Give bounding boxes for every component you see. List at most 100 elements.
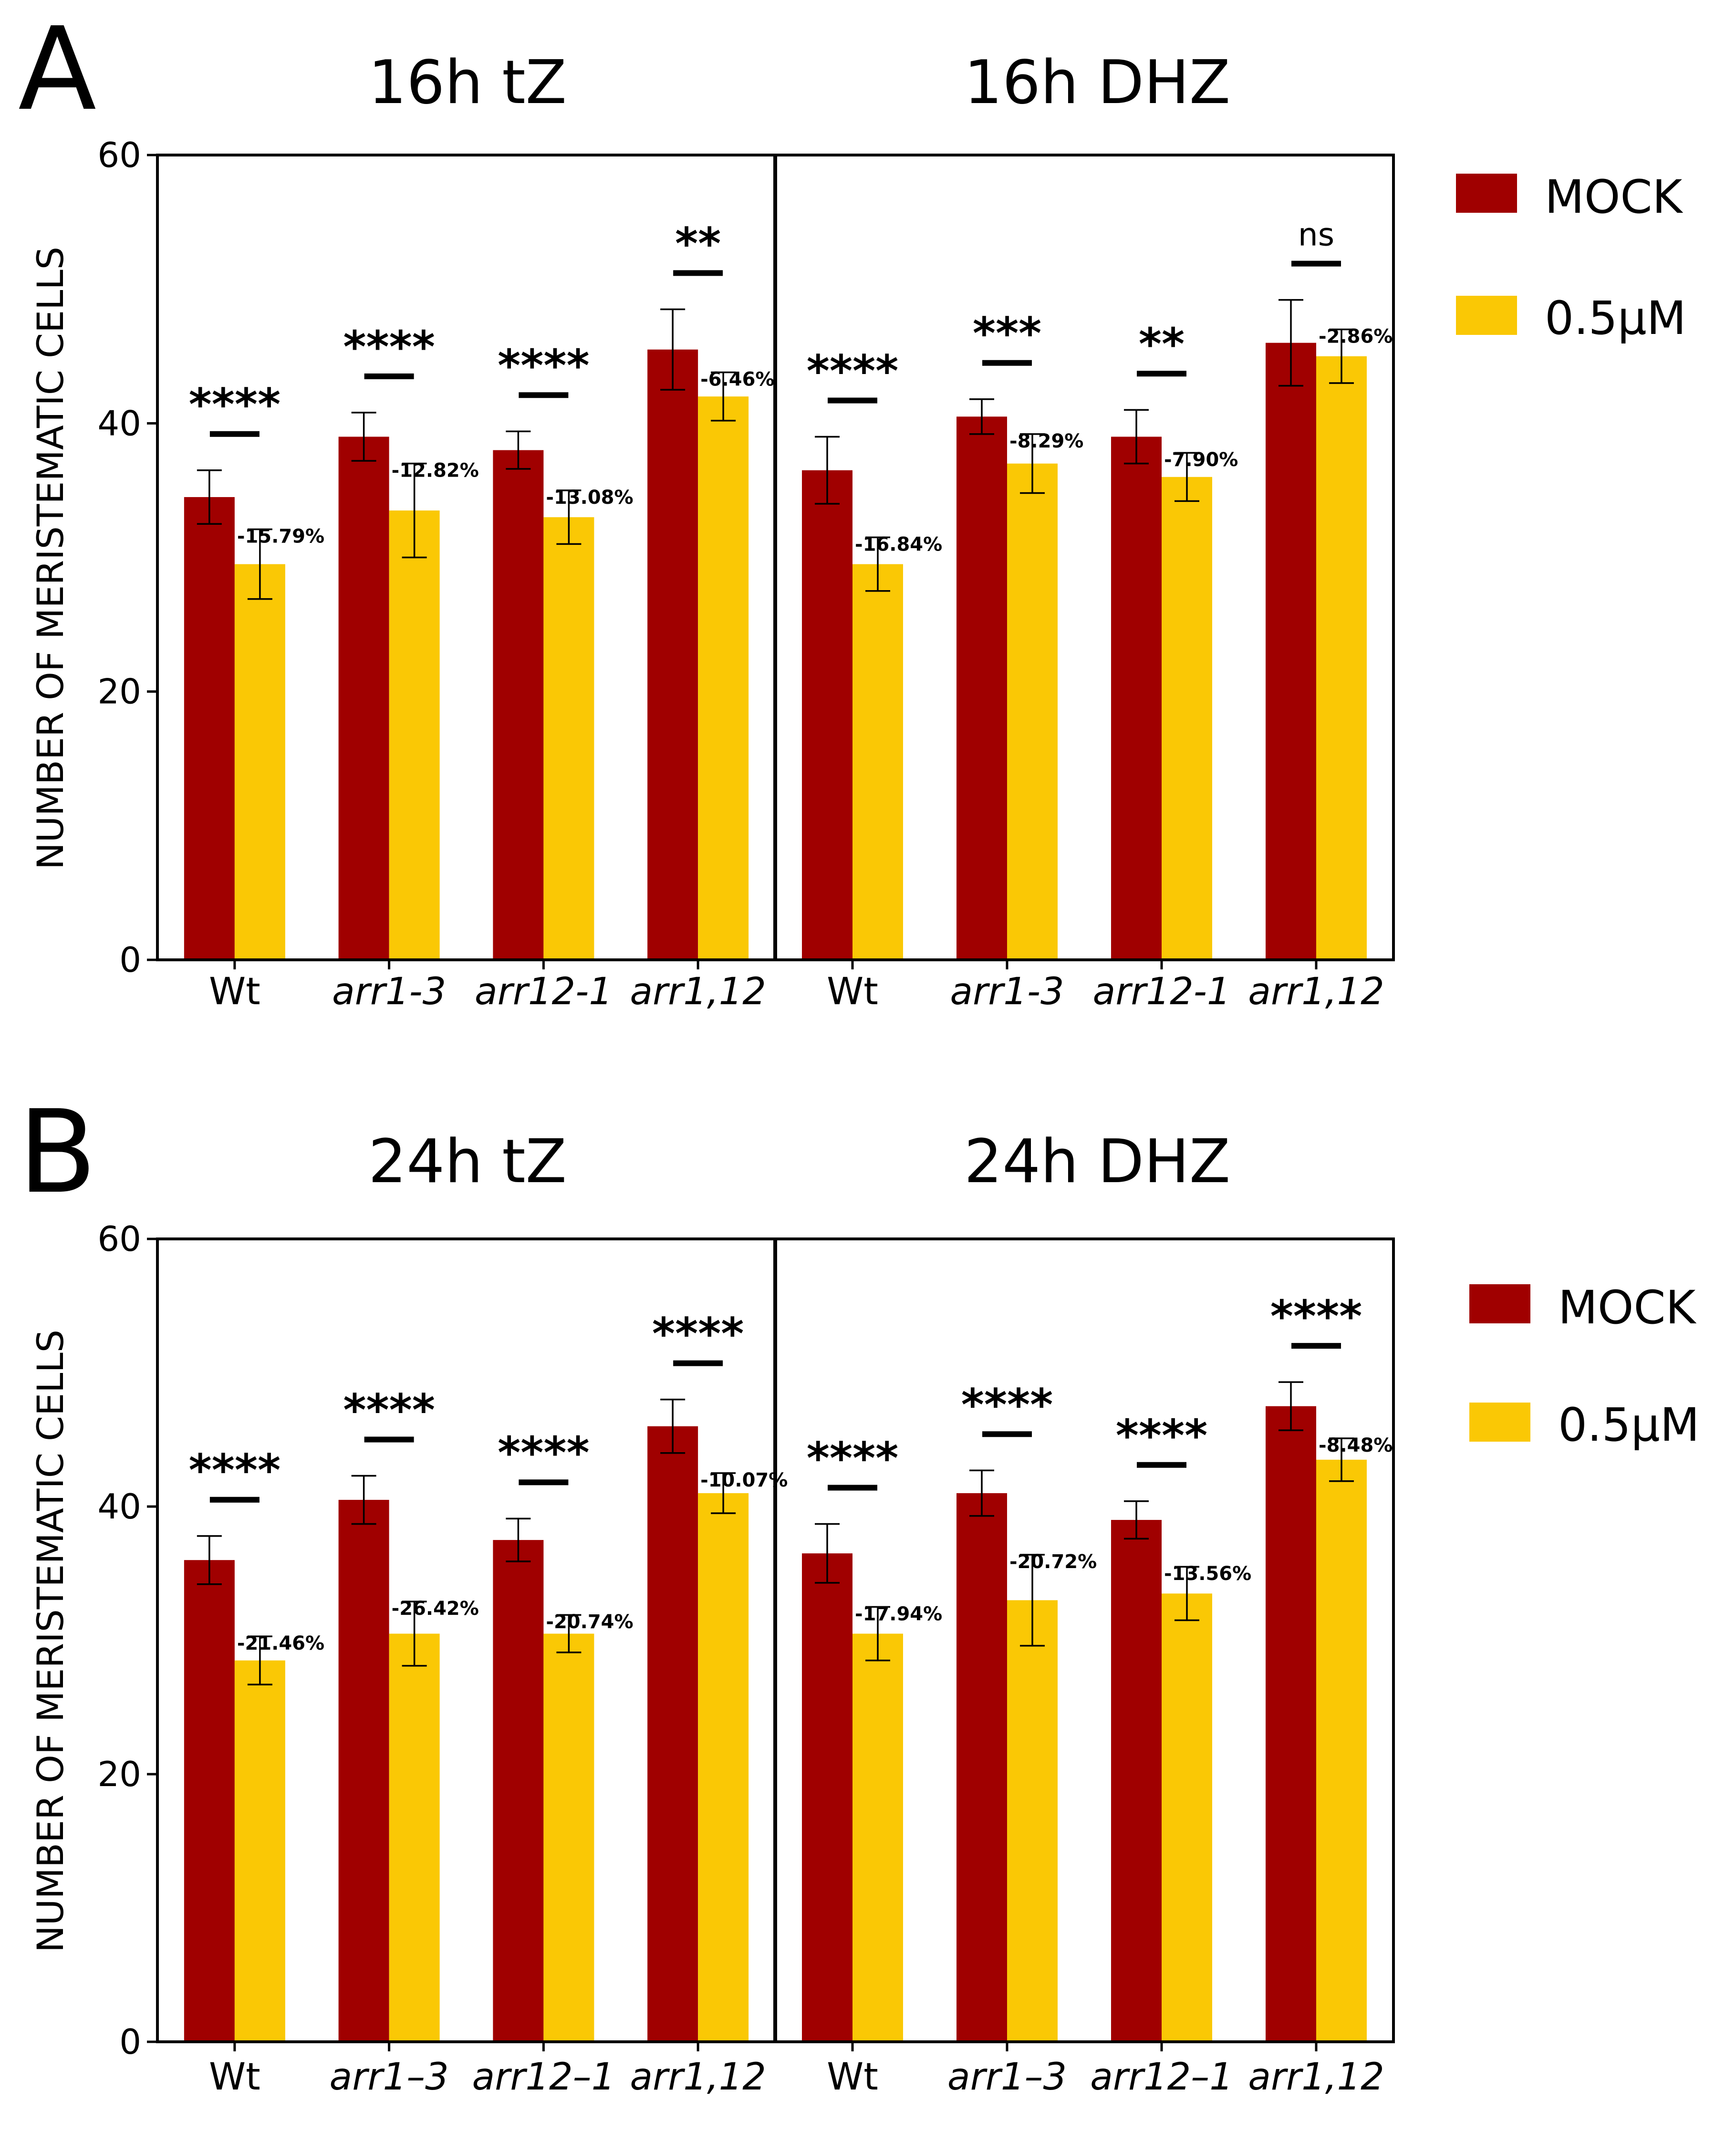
x-tick-label: arr1-3 [332,970,446,1013]
bar-treated [852,1633,903,2042]
y-tick-label: 60 [97,1219,141,1259]
legend-swatch-mock [1469,1284,1530,1323]
significance-label: **** [343,1384,435,1435]
percent-change-label: -2.86% [1319,326,1393,348]
significance-label: **** [498,1427,589,1478]
percent-change-label: -16.84% [855,533,942,555]
bar-treated [1316,1459,1367,2042]
bar-mock [647,349,698,960]
significance-label: **** [498,340,589,391]
panel-letter: B [18,1085,97,1219]
legend-swatch-treated [1469,1403,1530,1442]
bar-mock [1111,1520,1162,2042]
x-tick-label: arr1–3 [947,2056,1067,2099]
bar-treated [1007,1600,1058,2042]
legend-label-treated: 0.5µM [1545,291,1686,345]
x-tick-label: arr12-1 [1093,970,1231,1013]
bar-treated [389,510,440,960]
bar-mock [647,1426,698,2042]
legend-swatch-mock [1456,174,1517,213]
legend-label-mock: MOCK [1545,170,1683,224]
percent-change-label: -13.56% [1164,1563,1251,1585]
y-tick-label: 60 [97,135,141,175]
panel-a: A 16h tZ 16h DHZ NUMBER OF MERISTEMATIC … [18,2,1686,1013]
bar-mock [338,437,389,960]
legend-swatch-treated [1456,296,1517,335]
bar-mock [184,1560,235,2042]
percent-change-label: -6.46% [700,368,774,390]
percent-change-label: -12.82% [392,460,479,482]
x-tick-label: arr1,12 [1248,2056,1384,2099]
subplot-title-right: 16h DHZ [964,47,1230,117]
x-tick-label: Wt [209,2056,260,2099]
y-tick-label: 0 [119,940,141,980]
x-tick-label: arr1,12 [630,970,766,1013]
significance-label: **** [343,322,435,373]
significance-label: **** [961,1379,1053,1430]
significance-label: *** [973,308,1041,359]
significance-label: ns [1298,217,1334,253]
x-tick-label: Wt [827,970,878,1013]
bar-mock [802,470,852,960]
bar-mock [184,497,235,960]
significance-label: **** [652,1309,744,1360]
percent-change-label: -17.94% [855,1603,942,1625]
bar-treated [1162,477,1212,960]
subplot-title-left: 24h tZ [368,1126,567,1196]
bar-treated [543,517,594,960]
x-tick-label: arr1-3 [950,970,1064,1013]
y-axis: 0 20 40 60 [97,1219,157,2062]
bar-mock [956,1493,1007,2042]
bar-treated [698,1493,749,2042]
percent-change-label: -21.46% [237,1632,324,1654]
subplot-title-left: 16h tZ [368,47,567,117]
bar-mock [802,1553,852,2042]
bar-mock [1266,343,1316,960]
y-axis-label: NUMBER OF MERISTEMATIC CELLS [29,1330,72,1953]
legend-label-mock: MOCK [1558,1281,1696,1334]
bar-treated [1162,1593,1212,2042]
percent-change-label: -13.08% [546,487,633,509]
percent-change-label: -10.07% [700,1469,788,1491]
x-axis: Wt arr1–3 arr12–1 arr1,12 Wt arr1–3 arr12–1 arr… [209,2042,1384,2099]
legend: MOCK 0.5µM [1456,170,1686,345]
bars: -15.79%****-12.82%****-13.08%**** -6.46%*… [184,217,1393,960]
percent-change-label: -7.90% [1164,449,1238,471]
bar-treated [1007,463,1058,960]
y-tick-label: 40 [97,403,141,443]
percent-change-label: -20.74% [546,1611,633,1633]
y-axis: 0 20 40 60 [97,135,157,980]
plot-frame [156,1237,1395,2043]
x-tick-label: Wt [209,970,260,1013]
significance-label: ** [1139,319,1185,370]
percent-change-label: -20.72% [1009,1551,1097,1573]
significance-label: **** [189,1445,281,1496]
significance-label: ** [675,218,721,269]
percent-change-label: -15.79% [237,525,324,547]
x-tick-label: arr12-1 [475,970,613,1013]
bar-mock [956,416,1007,960]
y-axis-label: NUMBER OF MERISTEMATIC CELLS [29,247,72,870]
y-tick-label: 20 [97,672,141,712]
significance-label: **** [189,379,281,430]
significance-label: **** [1270,1291,1362,1342]
legend-label-treated: 0.5µM [1558,1398,1700,1452]
bar-treated [698,396,749,960]
significance-label: **** [807,1433,898,1484]
percent-change-label: -26.42% [392,1598,479,1620]
y-tick-label: 40 [97,1487,141,1527]
panel-b: B 24h tZ 24h DHZ NUMBER OF MERISTEMATIC … [18,1085,1700,2099]
x-tick-label: arr1,12 [630,2056,766,2099]
legend: MOCK 0.5µM [1469,1281,1700,1452]
plot-frame [156,154,1395,961]
bar-mock [1266,1406,1316,2042]
x-tick-label: arr12–1 [1090,2056,1233,2099]
x-tick-label: arr12–1 [472,2056,615,2099]
x-tick-label: arr1,12 [1248,970,1384,1013]
bar-treated [234,564,285,960]
panel-letter: A [18,2,96,136]
y-tick-label: 0 [119,2022,141,2062]
x-tick-label: Wt [827,2056,878,2099]
bar-treated [234,1660,285,2042]
